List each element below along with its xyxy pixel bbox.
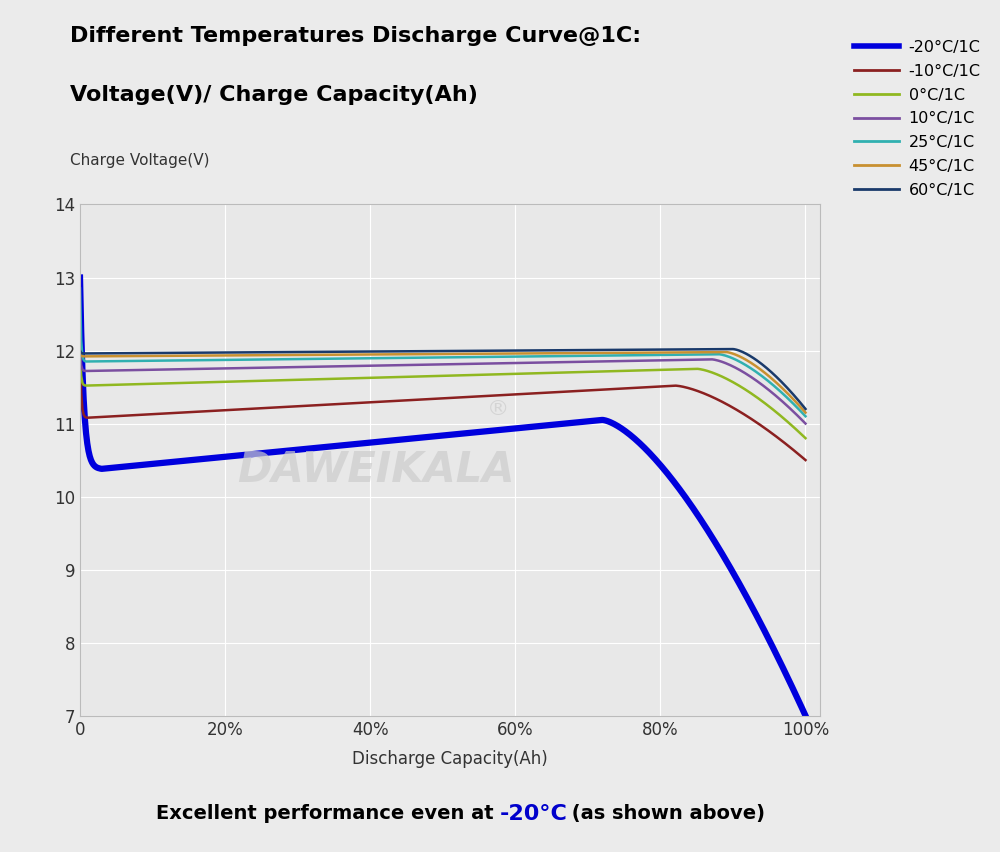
10°C/1C xyxy=(261,362,273,372)
0°C/1C xyxy=(799,433,811,443)
Text: (as shown above): (as shown above) xyxy=(565,804,765,823)
Line: 10°C/1C: 10°C/1C xyxy=(80,350,805,423)
Text: Charge Voltage(V): Charge Voltage(V) xyxy=(70,153,210,169)
60°C/1C xyxy=(402,346,414,356)
45°C/1C xyxy=(502,348,514,359)
Text: Different Temperatures Discharge Curve@1C:: Different Temperatures Discharge Curve@1… xyxy=(70,26,641,45)
-10°C/1C xyxy=(620,383,632,394)
-20°C/1C xyxy=(402,434,414,444)
-20°C/1C xyxy=(799,711,811,721)
-20°C/1C xyxy=(261,447,273,458)
10°C/1C xyxy=(620,356,632,366)
10°C/1C xyxy=(558,357,570,367)
Legend: -20°C/1C, -10°C/1C, 0°C/1C, 10°C/1C, 25°C/1C, 45°C/1C, 60°C/1C: -20°C/1C, -10°C/1C, 0°C/1C, 10°C/1C, 25°… xyxy=(848,33,987,204)
0°C/1C xyxy=(502,369,514,379)
60°C/1C xyxy=(620,345,632,355)
Text: Excellent performance even at: Excellent performance even at xyxy=(156,804,500,823)
60°C/1C xyxy=(502,345,514,355)
25°C/1C xyxy=(620,350,632,360)
45°C/1C xyxy=(799,407,811,417)
X-axis label: Discharge Capacity(Ah): Discharge Capacity(Ah) xyxy=(352,750,548,768)
Text: ®: ® xyxy=(487,399,509,419)
10°C/1C xyxy=(502,358,514,368)
-10°C/1C xyxy=(74,345,86,355)
-10°C/1C xyxy=(558,387,570,397)
-10°C/1C xyxy=(402,395,414,406)
25°C/1C xyxy=(261,354,273,365)
60°C/1C xyxy=(74,345,86,355)
60°C/1C xyxy=(558,345,570,355)
-20°C/1C xyxy=(74,273,86,283)
Text: Excellent performance even at -20°C (as shown above): Excellent performance even at -20°C (as … xyxy=(198,804,802,823)
45°C/1C xyxy=(74,345,86,355)
10°C/1C xyxy=(202,364,214,374)
Line: -20°C/1C: -20°C/1C xyxy=(80,278,805,716)
-20°C/1C xyxy=(558,418,570,429)
25°C/1C xyxy=(402,353,414,363)
60°C/1C xyxy=(799,404,811,414)
25°C/1C xyxy=(799,412,811,422)
Text: Voltage(V)/ Charge Capacity(Ah): Voltage(V)/ Charge Capacity(Ah) xyxy=(70,85,478,105)
-20°C/1C xyxy=(202,453,214,463)
25°C/1C xyxy=(502,352,514,362)
10°C/1C xyxy=(799,418,811,429)
Line: 25°C/1C: 25°C/1C xyxy=(80,289,805,417)
Line: 0°C/1C: 0°C/1C xyxy=(80,350,805,438)
45°C/1C xyxy=(620,348,632,358)
-10°C/1C xyxy=(502,389,514,400)
0°C/1C xyxy=(402,371,414,382)
0°C/1C xyxy=(261,376,273,386)
60°C/1C xyxy=(202,348,214,358)
-20°C/1C xyxy=(620,427,632,437)
25°C/1C xyxy=(558,351,570,361)
Line: 45°C/1C: 45°C/1C xyxy=(80,350,805,412)
45°C/1C xyxy=(558,348,570,358)
Line: 60°C/1C: 60°C/1C xyxy=(80,349,805,409)
-10°C/1C xyxy=(261,403,273,413)
45°C/1C xyxy=(202,350,214,360)
45°C/1C xyxy=(402,349,414,360)
-20°C/1C xyxy=(502,424,514,435)
0°C/1C xyxy=(74,345,86,355)
Text: DAWEIKALA: DAWEIKALA xyxy=(237,449,515,492)
Text: -20°C: -20°C xyxy=(500,803,568,824)
60°C/1C xyxy=(261,347,273,357)
60°C/1C xyxy=(727,344,739,354)
-10°C/1C xyxy=(202,406,214,417)
25°C/1C xyxy=(74,284,86,294)
25°C/1C xyxy=(202,355,214,366)
45°C/1C xyxy=(261,350,273,360)
10°C/1C xyxy=(74,345,86,355)
10°C/1C xyxy=(402,360,414,370)
0°C/1C xyxy=(620,366,632,376)
0°C/1C xyxy=(558,367,570,377)
Line: -10°C/1C: -10°C/1C xyxy=(80,350,805,460)
-10°C/1C xyxy=(799,455,811,465)
0°C/1C xyxy=(202,377,214,388)
